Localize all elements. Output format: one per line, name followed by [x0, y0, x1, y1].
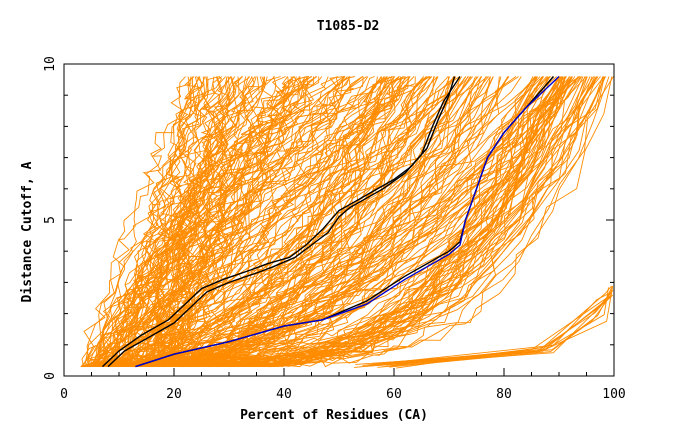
x-axis-label: Percent of Residues (CA) — [240, 408, 428, 423]
model-curve — [129, 76, 396, 367]
x-tick-label: 60 — [386, 387, 402, 402]
model-curve — [95, 76, 346, 367]
model-curve — [128, 76, 519, 368]
model-curve — [138, 76, 364, 367]
model-curve — [170, 76, 286, 367]
model-curve — [150, 76, 404, 368]
x-tick-label: 0 — [60, 387, 68, 402]
model-curve — [177, 76, 470, 368]
y-axis-label: Distance Cutoff, A — [20, 161, 35, 302]
x-tick-label: 80 — [496, 387, 512, 402]
y-tick-label: 5 — [43, 216, 58, 224]
model-curve — [354, 285, 614, 368]
model-curve — [161, 76, 411, 368]
model-curve — [128, 76, 236, 368]
model-curve — [129, 76, 220, 367]
model-curve — [86, 76, 309, 367]
model-curve — [89, 76, 394, 368]
model-curve — [366, 290, 614, 367]
model-curve — [155, 76, 494, 368]
model-curve — [90, 76, 235, 367]
model-curve — [94, 76, 364, 367]
model-curve — [130, 76, 231, 367]
model-curve — [81, 76, 306, 367]
model-curve — [126, 76, 288, 367]
model-curve — [153, 76, 472, 368]
model-curve — [102, 76, 200, 367]
model-curve — [154, 76, 231, 367]
model-curve — [168, 76, 202, 367]
highlighted-model-lines — [102, 75, 560, 368]
x-tick-label: 40 — [276, 387, 292, 402]
model-curve — [120, 76, 463, 368]
background-model-lines — [80, 76, 614, 369]
model-curve — [127, 76, 301, 367]
model-curve — [160, 76, 317, 367]
y-axis-ticks: 0 5 10 — [43, 56, 614, 380]
model-curve — [164, 76, 494, 367]
model-curve — [362, 291, 612, 366]
chart-title: T1085-D2 — [317, 19, 380, 34]
x-axis-ticks: 0 20 40 60 80 100 — [60, 368, 626, 402]
model-curve — [82, 76, 226, 367]
model-curve — [92, 76, 256, 367]
model-curve — [95, 76, 250, 367]
model-curve — [98, 76, 192, 367]
model-curve — [80, 76, 393, 368]
model-curve — [94, 76, 203, 367]
model-curve — [123, 76, 400, 367]
model-curve — [128, 76, 406, 368]
model-curve — [171, 76, 247, 367]
model-curve — [102, 76, 309, 367]
model-curve — [109, 76, 382, 368]
y-tick-label: 10 — [43, 56, 58, 72]
model-curve — [148, 76, 557, 368]
model-curve — [121, 76, 471, 368]
model-curve — [151, 76, 309, 367]
model-curve — [138, 76, 378, 367]
model-curve — [99, 76, 435, 368]
model-curve — [123, 76, 314, 367]
highlight-series-line-2 — [102, 76, 456, 368]
model-curve — [92, 76, 208, 367]
model-curve — [84, 76, 243, 367]
model-curve — [145, 76, 572, 368]
model-curve — [124, 76, 223, 367]
model-curve — [148, 76, 408, 367]
x-tick-label: 20 — [166, 387, 182, 402]
model-curve — [152, 76, 582, 368]
model-curve — [175, 76, 427, 367]
model-curve — [102, 76, 382, 368]
model-curve — [117, 76, 317, 367]
y-tick-label: 0 — [43, 372, 58, 380]
model-curve — [165, 76, 597, 368]
model-curve — [372, 288, 613, 364]
model-curve — [103, 76, 210, 367]
model-curve — [125, 76, 230, 368]
highlight-series-line-4 — [135, 75, 560, 368]
model-curve — [161, 76, 323, 367]
model-curve — [134, 76, 583, 368]
x-tick-label: 100 — [602, 387, 625, 402]
model-curve — [146, 76, 192, 367]
model-curve — [161, 76, 268, 367]
model-curve — [120, 76, 216, 367]
model-curve — [153, 76, 369, 368]
model-curve — [87, 76, 536, 368]
model-curve — [118, 76, 339, 368]
model-curve — [103, 76, 596, 367]
model-curve — [396, 294, 614, 369]
